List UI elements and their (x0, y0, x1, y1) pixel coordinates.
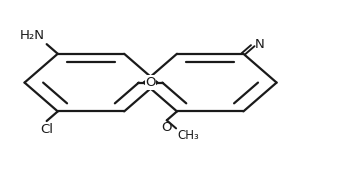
Text: CH₃: CH₃ (178, 129, 200, 142)
Text: O: O (161, 121, 172, 134)
Text: H₂N: H₂N (20, 29, 45, 42)
Text: N: N (254, 38, 264, 51)
Text: O: O (145, 76, 156, 89)
Text: Cl: Cl (40, 123, 53, 136)
